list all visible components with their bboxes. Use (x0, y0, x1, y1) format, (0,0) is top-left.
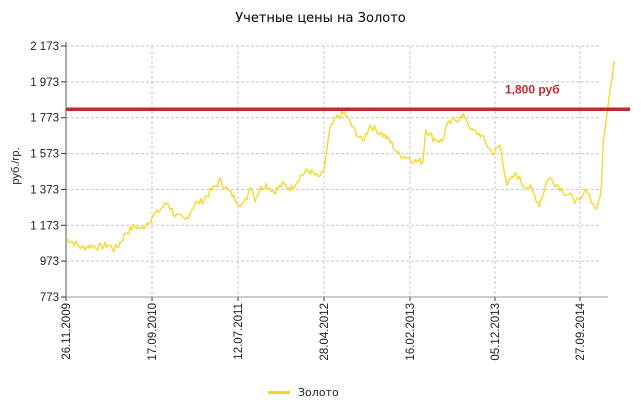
y-tick-label: 773 (40, 292, 59, 304)
legend-swatch-gold (268, 391, 290, 394)
y-tick-label: 1 573 (30, 149, 59, 161)
series-gold (65, 60, 615, 253)
threshold-label: 1,800 руб (505, 82, 560, 96)
y-tick-label: 1 773 (30, 113, 59, 125)
y-tick-label: 1 173 (30, 220, 59, 232)
y-tick-label: 1 373 (30, 184, 59, 196)
legend-label-gold: Золото (298, 386, 339, 399)
chart-title: Учетные цены на Золото (235, 11, 406, 26)
threshold-annotation: 1,800 руб (66, 82, 630, 112)
tick-labels: 773 973 1 173 1 373 1 573 1 773 1 973 2 173 26.1… (30, 41, 587, 361)
x-tick-label: 12.07.2011 (233, 303, 245, 360)
y-tick-label: 973 (40, 256, 59, 268)
x-tick-label: 17.09.2010 (147, 303, 159, 361)
x-tick-label: 16.02.2013 (405, 303, 417, 361)
axes (61, 42, 608, 301)
x-tick-label: 28.04.2012 (319, 303, 331, 361)
y-tick-label: 1 973 (30, 77, 59, 89)
x-tick-label: 27.09.2014 (575, 302, 587, 360)
legend: Золото (268, 386, 339, 399)
y-tick-label: 2 173 (30, 41, 59, 53)
x-tick-label: 05.12.2013 (490, 303, 502, 361)
x-tick-label: 26.11.2009 (61, 303, 73, 360)
